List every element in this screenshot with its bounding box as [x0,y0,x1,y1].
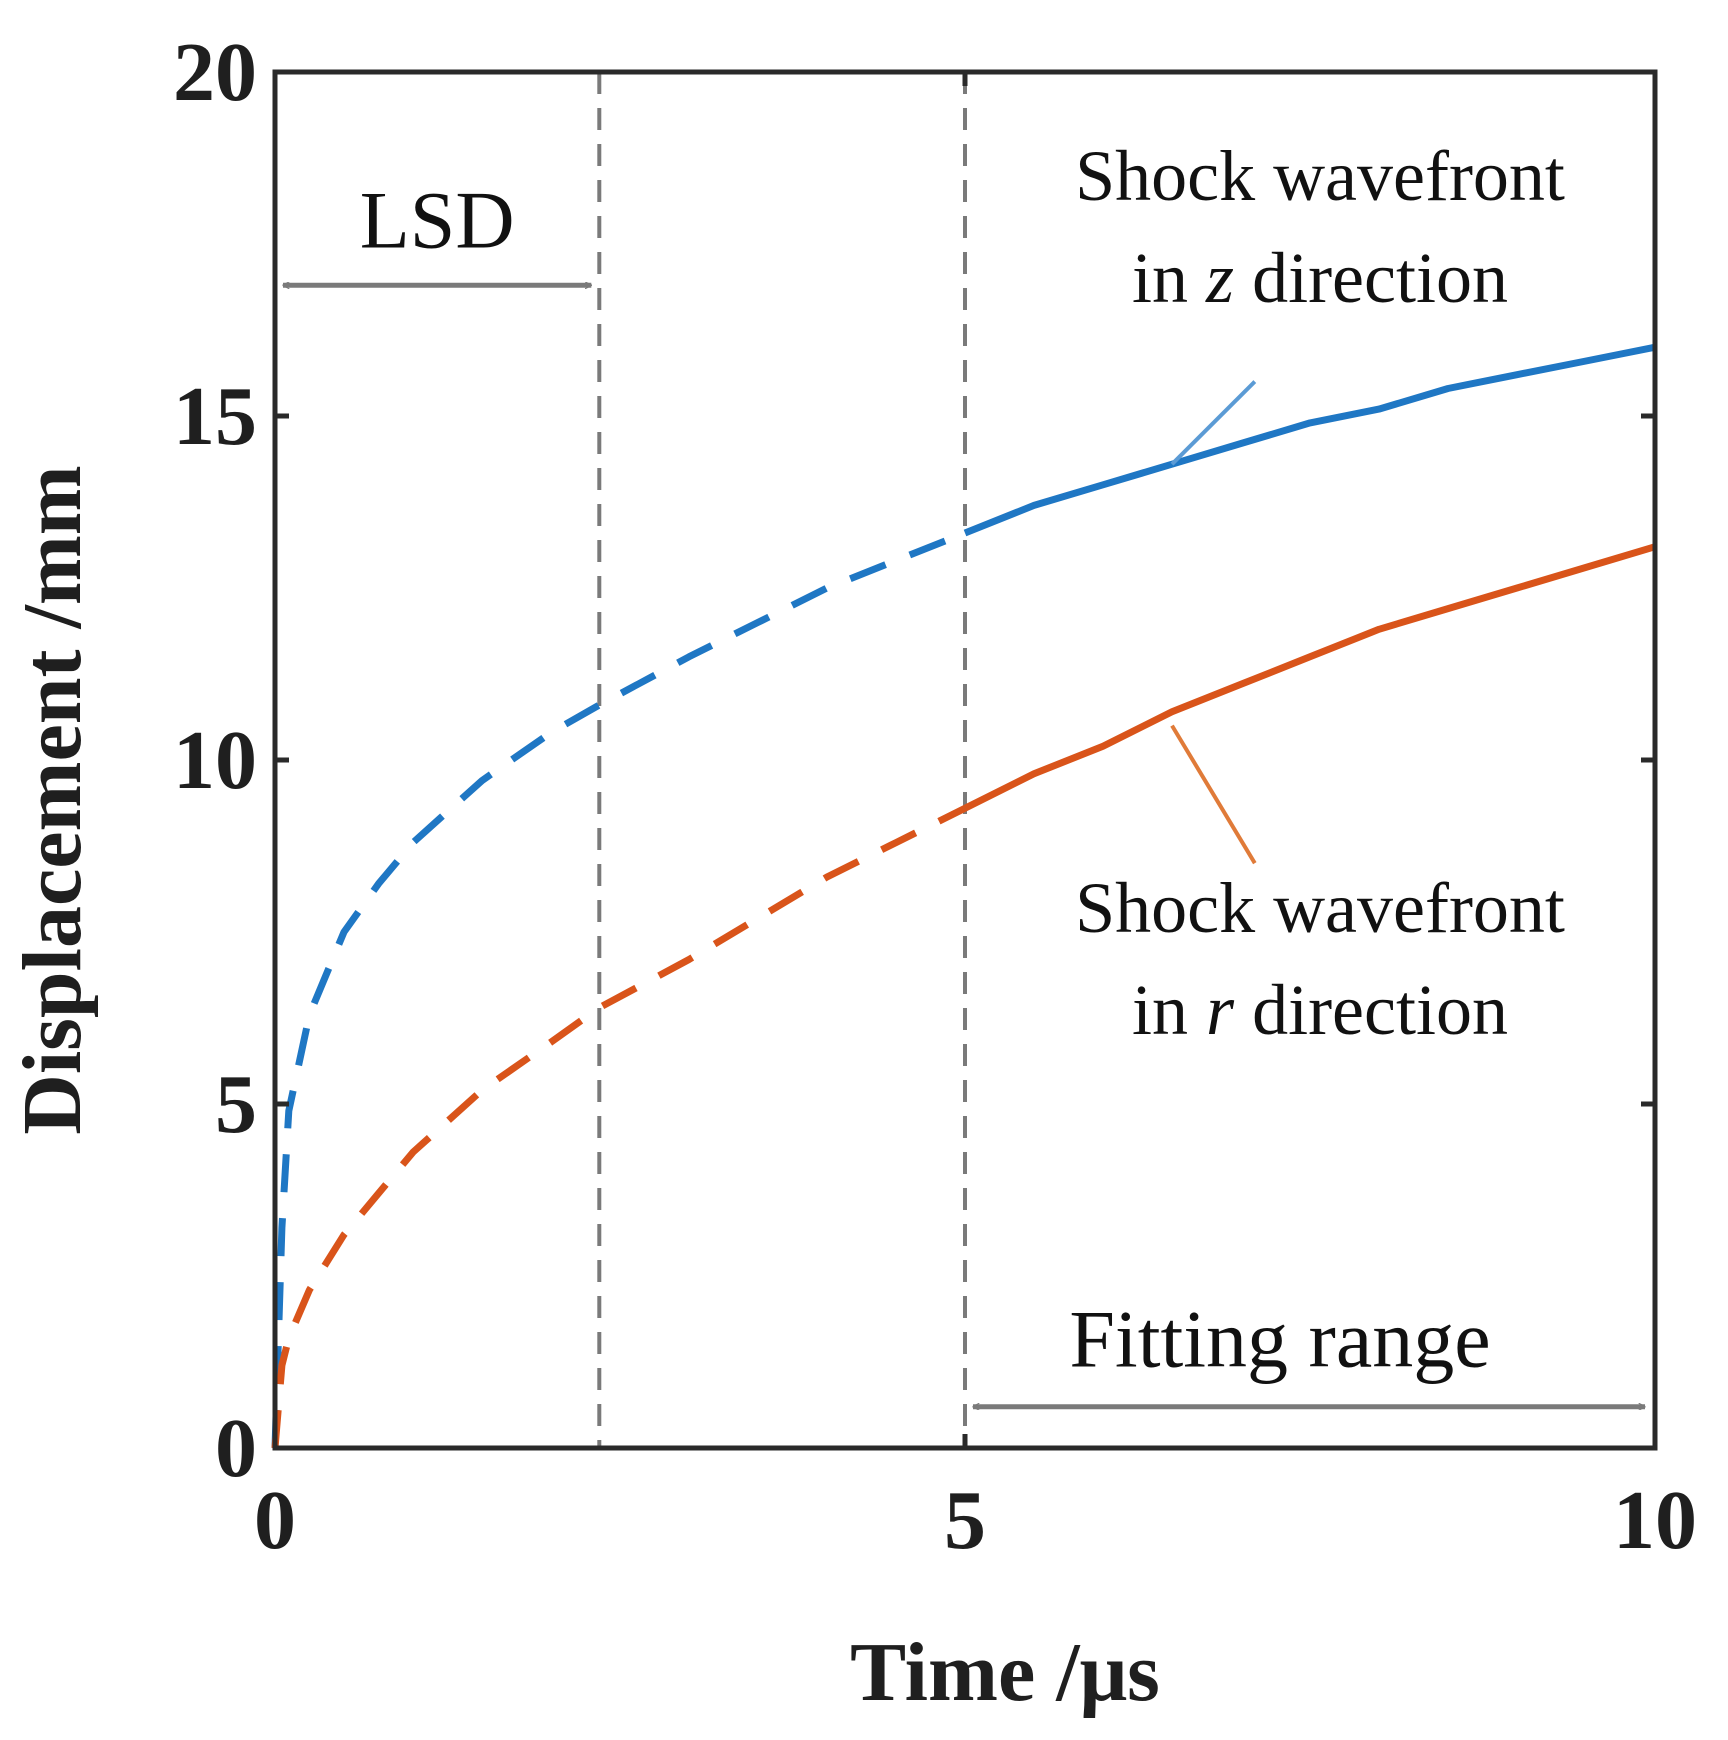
tick-layer: 0 5 10 0 5 10 15 20 [173,26,1697,1567]
series-layer [271,343,1657,1449]
series-0-solid-line [963,343,1656,537]
reference-lines [597,72,967,1448]
annotation-layer: Shock wavefront in z direction Shock wav… [1075,136,1565,1050]
range-label-lsd: LSD [360,174,515,265]
annotation-pointer-r [1170,724,1257,865]
x-tick-label: 10 [1613,1474,1697,1567]
range-label-fitting: Fitting range [1069,1294,1490,1385]
x-tick-label: 5 [944,1474,986,1567]
y-tick-label: 5 [215,1058,257,1151]
y-tick-label: 15 [173,370,257,463]
annotation-r-line2: in r direction [1132,970,1508,1050]
annotation-z-line2: in z direction [1132,238,1508,318]
y-tick-label: 10 [173,714,257,807]
series-0-dashed-line [271,529,967,1449]
range-layer: LSD Fitting range [283,174,1645,1406]
y-axis-title: Displacement /mm [6,465,99,1135]
series-1-solid-line [963,543,1657,812]
annotation-z-line1: Shock wavefront [1075,136,1565,216]
annotation-r-line1: Shock wavefront [1075,868,1565,948]
series-1-dashed-line [271,805,967,1449]
x-tick-label: 0 [254,1474,296,1567]
x-axis-title: Time /μs [850,1626,1160,1719]
y-tick-label: 0 [215,1402,257,1495]
annotation-pointer-z [1170,380,1257,466]
y-tick-label: 20 [173,26,257,119]
